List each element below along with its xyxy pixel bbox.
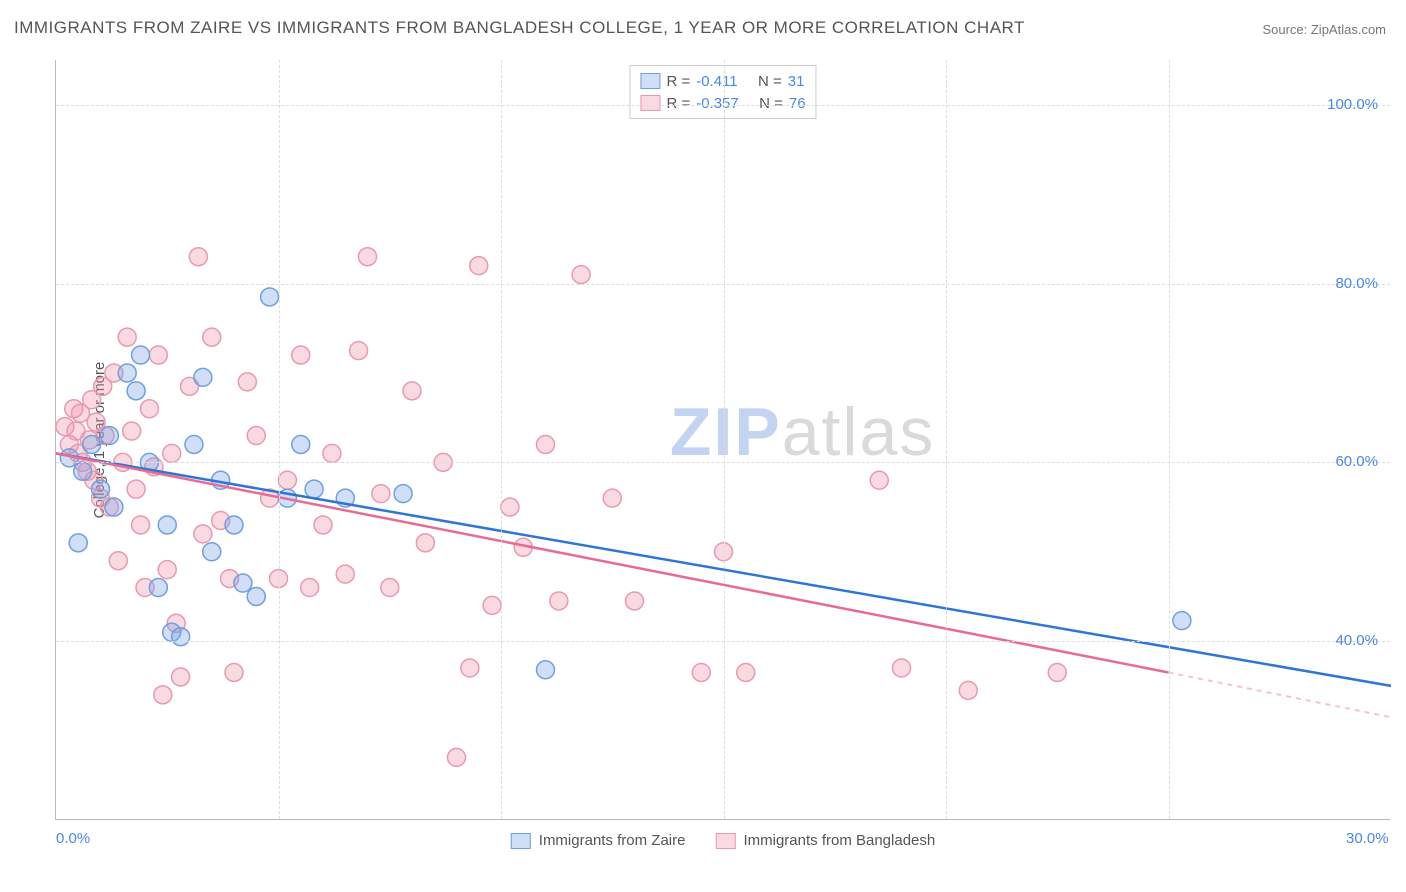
point-zaire xyxy=(537,661,555,679)
point-bangladesh xyxy=(572,266,590,284)
point-bangladesh xyxy=(461,659,479,677)
point-bangladesh xyxy=(203,328,221,346)
point-bangladesh xyxy=(372,485,390,503)
point-zaire xyxy=(225,516,243,534)
point-zaire xyxy=(74,462,92,480)
point-bangladesh xyxy=(1048,663,1066,681)
point-zaire xyxy=(127,382,145,400)
ytick-label: 40.0% xyxy=(1335,632,1378,649)
point-bangladesh xyxy=(893,659,911,677)
point-bangladesh xyxy=(149,346,167,364)
legend-item-bangladesh: Immigrants from Bangladesh xyxy=(715,832,935,849)
point-zaire xyxy=(83,435,101,453)
point-bangladesh xyxy=(359,248,377,266)
point-bangladesh xyxy=(448,748,466,766)
ytick-label: 80.0% xyxy=(1335,275,1378,292)
point-bangladesh xyxy=(127,480,145,498)
vgrid xyxy=(724,60,725,819)
point-bangladesh xyxy=(692,663,710,681)
point-zaire xyxy=(100,427,118,445)
point-bangladesh xyxy=(140,400,158,418)
point-bangladesh xyxy=(109,552,127,570)
swatch-bangladesh-bottom xyxy=(715,833,735,849)
point-bangladesh xyxy=(603,489,621,507)
point-bangladesh xyxy=(292,346,310,364)
vgrid xyxy=(501,60,502,819)
vgrid xyxy=(279,60,280,819)
point-bangladesh xyxy=(381,579,399,597)
point-bangladesh xyxy=(403,382,421,400)
point-zaire xyxy=(292,435,310,453)
point-zaire xyxy=(158,516,176,534)
chart-title: IMMIGRANTS FROM ZAIRE VS IMMIGRANTS FROM… xyxy=(14,18,1025,38)
point-bangladesh xyxy=(132,516,150,534)
point-bangladesh xyxy=(336,565,354,583)
point-bangladesh xyxy=(194,525,212,543)
plot-area: College, 1 year or more ZIPatlas R = -0.… xyxy=(55,60,1390,820)
source-label: Source: ZipAtlas.com xyxy=(1262,22,1386,37)
point-bangladesh xyxy=(323,444,341,462)
point-bangladesh xyxy=(163,444,181,462)
point-bangladesh xyxy=(626,592,644,610)
point-bangladesh xyxy=(550,592,568,610)
point-zaire xyxy=(1173,612,1191,630)
point-bangladesh xyxy=(189,248,207,266)
point-zaire xyxy=(194,368,212,386)
point-bangladesh xyxy=(870,471,888,489)
point-zaire xyxy=(132,346,150,364)
point-bangladesh xyxy=(118,328,136,346)
ytick-label: 60.0% xyxy=(1335,453,1378,470)
point-bangladesh xyxy=(225,663,243,681)
point-bangladesh xyxy=(416,534,434,552)
point-bangladesh xyxy=(537,435,555,453)
vgrid xyxy=(946,60,947,819)
point-bangladesh xyxy=(301,579,319,597)
point-zaire xyxy=(394,485,412,503)
xtick-label: 30.0% xyxy=(1346,830,1389,847)
point-zaire xyxy=(185,435,203,453)
point-bangladesh xyxy=(470,257,488,275)
point-bangladesh xyxy=(350,342,368,360)
point-zaire xyxy=(118,364,136,382)
point-zaire xyxy=(247,587,265,605)
vgrid xyxy=(1169,60,1170,819)
point-bangladesh xyxy=(172,668,190,686)
point-bangladesh xyxy=(247,427,265,445)
point-zaire xyxy=(105,498,123,516)
point-bangladesh xyxy=(278,471,296,489)
point-bangladesh xyxy=(483,596,501,614)
legend-series: Immigrants from Zaire Immigrants from Ba… xyxy=(511,832,935,849)
legend-label-bangladesh: Immigrants from Bangladesh xyxy=(743,832,935,849)
point-bangladesh xyxy=(314,516,332,534)
point-bangladesh xyxy=(238,373,256,391)
point-zaire xyxy=(92,480,110,498)
point-zaire xyxy=(305,480,323,498)
trend-bangladesh xyxy=(56,453,1169,672)
point-bangladesh xyxy=(123,422,141,440)
point-bangladesh xyxy=(959,681,977,699)
ytick-label: 100.0% xyxy=(1327,96,1378,113)
legend-item-zaire: Immigrants from Zaire xyxy=(511,832,686,849)
point-bangladesh xyxy=(154,686,172,704)
point-zaire xyxy=(69,534,87,552)
point-zaire xyxy=(261,288,279,306)
swatch-zaire-bottom xyxy=(511,833,531,849)
xtick-label: 0.0% xyxy=(56,830,90,847)
point-zaire xyxy=(234,574,252,592)
point-bangladesh xyxy=(158,561,176,579)
point-zaire xyxy=(149,579,167,597)
legend-label-zaire: Immigrants from Zaire xyxy=(539,832,686,849)
point-bangladesh xyxy=(501,498,519,516)
point-zaire xyxy=(203,543,221,561)
point-bangladesh xyxy=(737,663,755,681)
point-zaire xyxy=(172,628,190,646)
